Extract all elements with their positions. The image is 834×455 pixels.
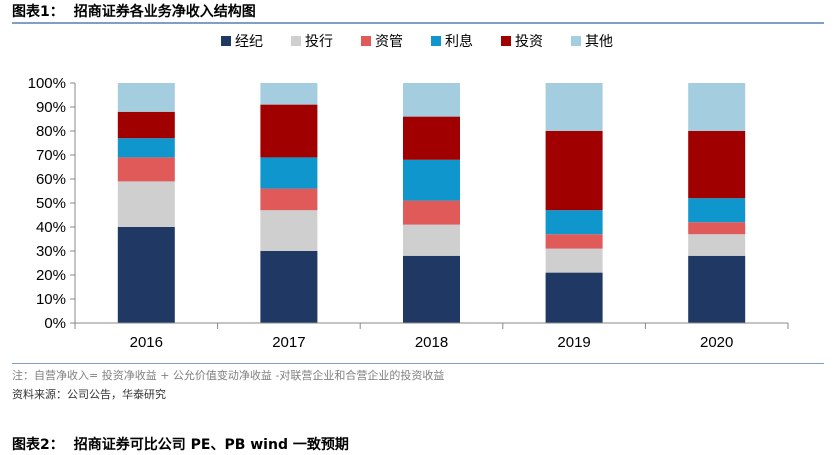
y-tick-label-10: 100% (28, 75, 66, 92)
figure-1-label: 图表1： (12, 4, 64, 20)
stacked-bar-chart: 0% 10% 20% 30% 40% 50% 60% 70% 80% 90% 100% 2016 201… (28, 75, 789, 351)
chart-legend: 经纪 投行 资管 利息 投资 其他 (0, 30, 834, 52)
bar-2018-2 (403, 200, 460, 225)
bar-2017-4 (260, 104, 318, 158)
legend-swatch-2 (361, 36, 371, 46)
bar-2019-1 (545, 248, 603, 273)
bar-2020-4 (688, 131, 746, 199)
bar-2017-0 (260, 251, 318, 323)
bar-2019-0 (545, 272, 603, 323)
legend-label-1: 投行 (305, 34, 333, 50)
figure-2-label: 图表2： (12, 437, 64, 453)
x-tick-label-2: 2018 (415, 334, 448, 351)
bar-2019-2 (545, 234, 603, 249)
legend-item-0: 经纪 (221, 31, 263, 51)
y-tick-label-9: 90% (36, 99, 66, 116)
bar-2018-1 (403, 224, 460, 256)
legend-swatch-0 (221, 36, 231, 46)
figure-1-title: 图表1： 招商证券各业务净收入结构图 (12, 1, 256, 21)
bar-2020-3 (688, 198, 746, 223)
legend-label-3: 利息 (445, 34, 473, 50)
y-tick-label-0: 0% (44, 315, 66, 332)
bar-2016-4 (117, 111, 175, 139)
bar-2016-5 (117, 83, 175, 112)
bar-2019-3 (545, 210, 603, 235)
legend-swatch-5 (571, 36, 581, 46)
bar-2017-3 (260, 157, 318, 189)
figure-2-text: 招商证券可比公司 PE、PB wind 一致预期 (73, 437, 349, 453)
bottom-rule (12, 363, 824, 364)
y-tick-label-8: 80% (36, 123, 66, 140)
bar-2017-5 (260, 83, 318, 105)
y-tick-label-2: 20% (36, 267, 66, 284)
bar-2018-5 (403, 83, 460, 117)
legend-item-4: 投资 (501, 31, 543, 51)
legend-item-5: 其他 (571, 31, 613, 51)
legend-swatch-1 (291, 36, 301, 46)
bar-2020-0 (688, 255, 746, 323)
legend-swatch-3 (431, 36, 441, 46)
legend-item-1: 投行 (291, 31, 333, 51)
legend-item-3: 利息 (431, 31, 473, 51)
x-tick-label-0: 2016 (130, 334, 163, 351)
bar-2016-3 (117, 138, 175, 158)
bar-2019-5 (545, 83, 603, 131)
figure-2-title: 图表2： 招商证券可比公司 PE、PB wind 一致预期 (12, 434, 349, 454)
y-tick-label-7: 70% (36, 147, 66, 164)
bar-2016-0 (117, 227, 175, 323)
y-tick-label-3: 30% (36, 243, 66, 260)
figure-1-text: 招商证券各业务净收入结构图 (73, 4, 256, 20)
x-tick-label-3: 2019 (557, 334, 590, 351)
bar-2016-1 (117, 181, 175, 227)
chart-note: 注：自营净收入= 投资净收益 + 公允价值变动净收益 -对联营企业和合营企业的投… (12, 369, 445, 382)
bar-2020-2 (688, 222, 746, 235)
chart-source: 资料来源：公司公告，华泰研究 (12, 388, 166, 401)
legend-label-5: 其他 (585, 34, 613, 50)
y-tick-label-6: 60% (36, 171, 66, 188)
x-tick-label-1: 2017 (272, 334, 305, 351)
y-tick-label-4: 40% (36, 219, 66, 236)
x-tick-label-4: 2020 (700, 334, 733, 351)
y-tick-label-1: 10% (36, 291, 66, 308)
bar-2017-2 (260, 188, 318, 211)
legend-label-0: 经纪 (235, 34, 263, 50)
top-rule (12, 22, 824, 24)
legend-label-2: 资管 (375, 34, 403, 50)
bar-2020-5 (688, 83, 746, 131)
bar-2019-4 (545, 131, 603, 211)
legend-swatch-4 (501, 36, 511, 46)
bar-2017-1 (260, 210, 318, 251)
bar-2016-2 (117, 157, 175, 182)
bar-2018-4 (403, 116, 460, 160)
bar-2018-3 (403, 159, 460, 201)
legend-label-4: 投资 (515, 34, 543, 50)
bar-2020-1 (688, 234, 746, 256)
bar-2018-0 (403, 255, 460, 323)
legend-item-2: 资管 (361, 31, 403, 51)
y-tick-label-5: 50% (36, 195, 66, 212)
